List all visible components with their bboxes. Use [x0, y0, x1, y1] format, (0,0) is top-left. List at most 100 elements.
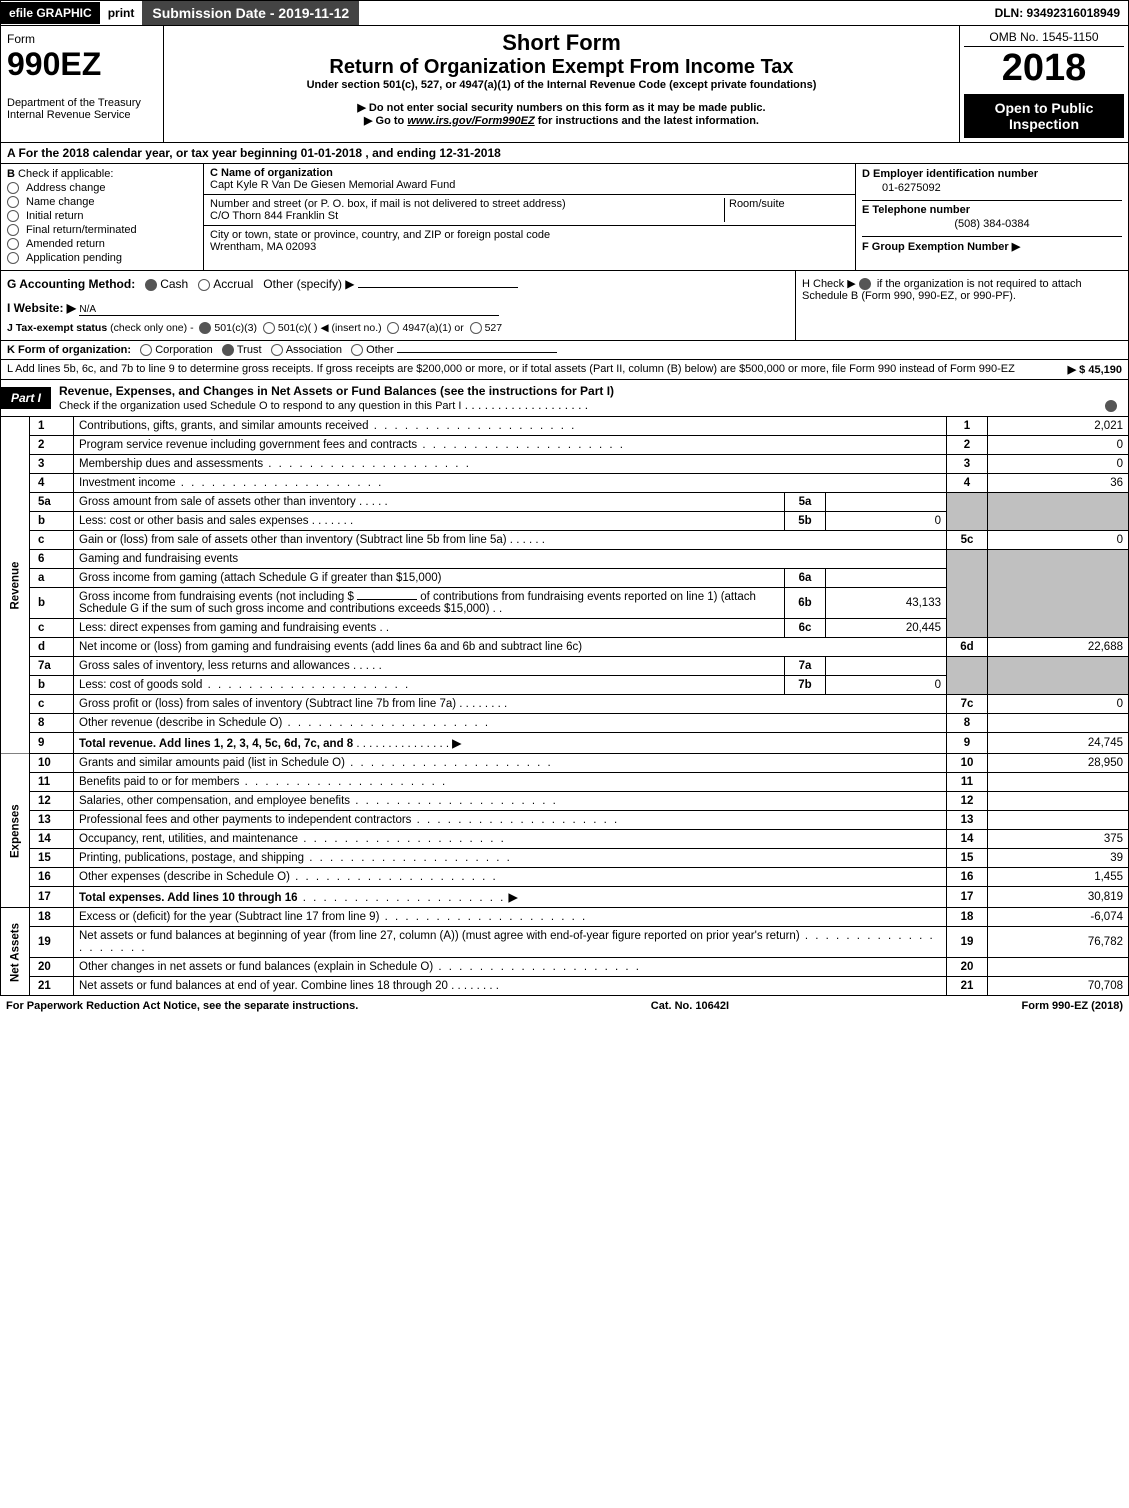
radio-other-org[interactable] [351, 344, 363, 356]
ln5a-num: 5a [30, 493, 74, 512]
form-header: Form 990EZ Department of the Treasury In… [0, 26, 1129, 143]
ln6a-sc: 6a [785, 569, 826, 588]
c-addr-label: Number and street (or P. O. box, if mail… [210, 198, 724, 210]
ln6abc-shade-val [988, 550, 1129, 638]
ln6b-sv: 43,133 [826, 588, 947, 619]
ln3-val: 0 [988, 455, 1129, 474]
ln6a-num: a [30, 569, 74, 588]
header-subtitle: Under section 501(c), 527, or 4947(a)(1)… [172, 79, 951, 91]
ln20-desc: Other changes in net assets or fund bala… [74, 958, 947, 977]
ln12-num: 12 [30, 792, 74, 811]
part1-label: Part I [1, 387, 51, 409]
chk-address-change[interactable] [7, 182, 19, 194]
ln17-num: 17 [30, 887, 74, 908]
efile-label: efile GRAPHIC [1, 2, 100, 24]
ln16-rn: 16 [947, 868, 988, 887]
chk-final-return[interactable] [7, 224, 19, 236]
ln1-desc: Contributions, gifts, grants, and simila… [74, 417, 947, 436]
ln20-rn: 20 [947, 958, 988, 977]
g-label: G Accounting Method: [7, 277, 135, 291]
side-revenue: Revenue [1, 417, 30, 754]
chk-initial-return[interactable] [7, 210, 19, 222]
ln5b-num: b [30, 512, 74, 531]
ln7a-sv [826, 657, 947, 676]
ln1-rn: 1 [947, 417, 988, 436]
radio-4947[interactable] [387, 322, 399, 334]
g-cash: Cash [160, 277, 188, 291]
radio-cash[interactable] [145, 279, 157, 291]
ln7c-rn: 7c [947, 695, 988, 714]
org-address: C/O Thorn 844 Franklin St [210, 210, 724, 222]
ln14-val: 375 [988, 830, 1129, 849]
ln7ab-shade [947, 657, 988, 695]
radio-corp[interactable] [140, 344, 152, 356]
ln21-desc: Net assets or fund balances at end of ye… [74, 977, 947, 996]
ln6b-blank[interactable] [357, 599, 417, 600]
side-netassets: Net Assets [1, 908, 30, 996]
ln6-desc: Gaming and fundraising events [74, 550, 947, 569]
ln19-desc: Net assets or fund balances at beginning… [74, 927, 947, 958]
ln2-desc: Program service revenue including govern… [74, 436, 947, 455]
k-opt-3: Other [366, 344, 394, 356]
ln10-rn: 10 [947, 754, 988, 773]
part1-title-text: Revenue, Expenses, and Changes in Net As… [59, 384, 614, 398]
ln2-val: 0 [988, 436, 1129, 455]
l-amount: ▶ $ 45,190 [1022, 363, 1122, 376]
ln7b-sc: 7b [785, 676, 826, 695]
ln7b-desc: Less: cost of goods sold [74, 676, 785, 695]
ln19-val: 76,782 [988, 927, 1129, 958]
website-value: N/A [79, 304, 499, 316]
header-note-ssn: ▶ Do not enter social security numbers o… [172, 101, 951, 114]
k-label: K Form of organization: [7, 344, 131, 356]
b-check-if: Check if applicable: [18, 168, 113, 180]
footer-right: Form 990-EZ (2018) [1022, 1000, 1123, 1012]
ln5c-val: 0 [988, 531, 1129, 550]
ln5b-desc: Less: cost or other basis and sales expe… [74, 512, 785, 531]
ln21-rn: 21 [947, 977, 988, 996]
c-city-label: City or town, state or province, country… [210, 229, 849, 241]
ln10-desc: Grants and similar amounts paid (list in… [74, 754, 947, 773]
ln15-val: 39 [988, 849, 1129, 868]
print-link[interactable]: print [100, 2, 143, 24]
ln20-val [988, 958, 1129, 977]
ln17-rn: 17 [947, 887, 988, 908]
ln10-num: 10 [30, 754, 74, 773]
ln6d-val: 22,688 [988, 638, 1129, 657]
radio-501c[interactable] [263, 322, 275, 334]
ln16-desc: Other expenses (describe in Schedule O) [74, 868, 947, 887]
g-other-input[interactable] [358, 287, 518, 288]
note2-pre: ▶ Go to [364, 115, 407, 127]
ln6b-sc: 6b [785, 588, 826, 619]
note2-post okabe: for instructions and the latest informat… [535, 115, 759, 127]
b-item-1: Name change [26, 196, 95, 208]
irs-link[interactable]: www.irs.gov/Form990EZ [407, 115, 534, 127]
ln11-val [988, 773, 1129, 792]
ln9-num: 9 [30, 733, 74, 754]
ln9-val: 24,745 [988, 733, 1129, 754]
chk-amended-return[interactable] [7, 238, 19, 250]
k-opt-2: Association [286, 344, 342, 356]
k-other-input[interactable] [397, 352, 557, 353]
ln7b-sv: 0 [826, 676, 947, 695]
period-row: A For the 2018 calendar year, or tax yea… [0, 143, 1129, 164]
radio-501c3[interactable] [199, 322, 211, 334]
chk-name-change[interactable] [7, 196, 19, 208]
section-b: B Check if applicable: Address change Na… [1, 164, 204, 270]
radio-assoc[interactable] [271, 344, 283, 356]
ln15-rn: 15 [947, 849, 988, 868]
radio-trust[interactable] [222, 344, 234, 356]
chk-application-pending[interactable] [7, 252, 19, 264]
chk-schedule-o[interactable] [1105, 400, 1117, 412]
radio-527[interactable] [470, 322, 482, 334]
chk-schedule-b[interactable] [859, 278, 871, 290]
part1-title: Revenue, Expenses, and Changes in Net As… [51, 380, 1128, 416]
ln5c-num: c [30, 531, 74, 550]
ln6a-sv [826, 569, 947, 588]
ln2-rn: 2 [947, 436, 988, 455]
ln14-num: 14 [30, 830, 74, 849]
radio-accrual[interactable] [198, 279, 210, 291]
ln8-rn: 8 [947, 714, 988, 733]
ln11-rn: 11 [947, 773, 988, 792]
ln19-num: 19 [30, 927, 74, 958]
lines-table: Revenue 1 Contributions, gifts, grants, … [0, 417, 1129, 996]
